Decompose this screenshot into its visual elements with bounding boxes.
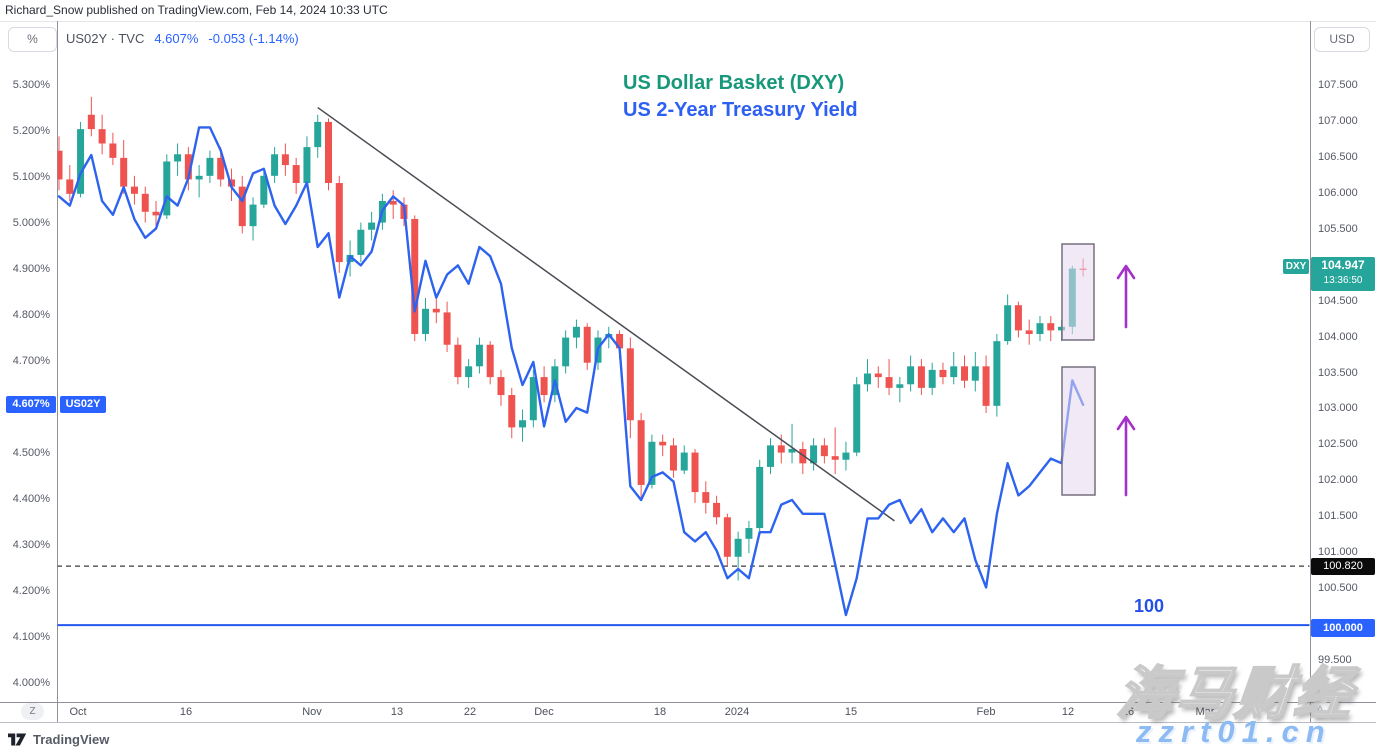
left-axis-tick: 5.200% — [12, 125, 50, 137]
symbol-exchange: TVC — [118, 31, 145, 46]
change-value: -0.053 (-1.14%) — [208, 31, 299, 46]
right-axis-tick: 107.500 — [1318, 79, 1358, 91]
us02y-series-tag: US02Y — [60, 396, 106, 413]
right-axis-tick: 106.000 — [1318, 186, 1358, 199]
time-axis-tick: 2024 — [724, 706, 750, 718]
symbol-legend[interactable]: US02Y · TVC 4.607% -0.053 (-1.14%) — [66, 31, 299, 46]
time-axis-tick: 16 — [179, 706, 193, 718]
right-axis-tick: 104.500 — [1318, 294, 1358, 307]
right-axis-tick: 104.000 — [1318, 330, 1358, 343]
dxy-last-price: 104.947 — [1321, 258, 1365, 272]
level-100-annotation: 100 — [1134, 596, 1165, 616]
left-axis-tick: 4.300% — [12, 539, 50, 551]
dxy-highlight-box[interactable] — [1061, 243, 1095, 341]
support-level-label: 100.820 — [1311, 558, 1375, 575]
up-arrow-yield[interactable] — [1116, 415, 1136, 497]
left-axis-tick: 4.100% — [12, 631, 50, 643]
level-100-label: 100.000 — [1311, 619, 1375, 637]
right-axis-tick: 100.500 — [1318, 582, 1358, 595]
symbol-name[interactable]: US02Y · TVC — [66, 31, 144, 46]
tradingview-brand-text: TradingView — [33, 732, 110, 747]
time-axis-tick: Dec — [534, 706, 554, 718]
right-axis-tick: 102.000 — [1318, 474, 1358, 487]
right-axis-tick: 101.000 — [1318, 546, 1358, 559]
time-axis-tick: 26 — [1121, 706, 1135, 718]
downtrend-line[interactable] — [317, 106, 895, 522]
symbol-ticker: US02Y — [66, 31, 107, 46]
time-axis-tick: Oct — [69, 706, 87, 718]
right-scale-unit-button[interactable]: USD — [1314, 27, 1370, 52]
left-axis-tick: 4.800% — [12, 309, 50, 321]
title-dxy: US Dollar Basket (DXY) — [623, 72, 845, 94]
dxy-candles — [57, 96, 1087, 581]
right-axis-tick: 103.500 — [1318, 366, 1358, 379]
right-axis-tick: 105.500 — [1318, 222, 1358, 235]
last-value: 4.607% — [154, 31, 199, 46]
time-axis-tick: 15 — [844, 706, 858, 718]
right-axis-tick: 101.500 — [1318, 510, 1358, 523]
title-us02y: US 2-Year Treasury Yield — [623, 99, 858, 121]
chart-titles: US Dollar Basket (DXY) US 2-Year Treasur… — [623, 70, 858, 124]
right-axis-tick: 107.000 — [1318, 114, 1358, 127]
left-scale-unit-button[interactable]: % — [8, 27, 57, 52]
time-axis-tick: 13 — [390, 706, 404, 718]
watermark-url: zzrt01.cn — [1136, 714, 1332, 749]
left-axis-tick: 4.900% — [12, 263, 50, 275]
timezone-button[interactable]: Z — [21, 703, 44, 720]
us02y-line[interactable] — [57, 126, 1085, 617]
up-arrow-dxy[interactable] — [1116, 264, 1136, 329]
left-axis-tick: 4.700% — [12, 355, 50, 367]
time-axis-tick: 22 — [463, 706, 477, 718]
symbol-separator: · — [110, 31, 115, 46]
left-axis-tick: 5.000% — [12, 217, 50, 229]
left-axis-tick: 4.500% — [12, 447, 50, 459]
time-axis-tick: 18 — [653, 706, 667, 718]
time-axis-tick: Nov — [302, 706, 322, 718]
right-axis-tick: 106.500 — [1318, 150, 1358, 163]
left-axis-tick: 5.100% — [12, 171, 50, 183]
symbol-values: 4.607% -0.053 (-1.14%) — [154, 31, 298, 46]
axis-frame — [0, 21, 1376, 723]
tradingview-logo-icon — [8, 733, 27, 746]
dxy-last-price-label: 104.947 13:36:50 — [1311, 257, 1375, 291]
left-axis-tick: 4.400% — [12, 493, 50, 505]
dxy-countdown: 13:36:50 — [1323, 275, 1363, 286]
left-axis-tick: 5.300% — [12, 79, 50, 91]
yield-highlight-box[interactable] — [1061, 366, 1096, 496]
left-axis-tick: 4.000% — [12, 677, 50, 689]
publish-info: Richard_Snow published on TradingView.co… — [5, 3, 388, 17]
time-axis-tick: Mar — [1195, 706, 1215, 718]
right-axis-tick: 103.000 — [1318, 402, 1358, 415]
right-axis-tick: 102.500 — [1318, 438, 1358, 451]
dxy-series-tag: DXY — [1283, 259, 1309, 274]
time-axis-tick: 12 — [1061, 706, 1075, 718]
left-axis-tick: 4.200% — [12, 585, 50, 597]
tradingview-footer: TradingView — [8, 732, 109, 747]
time-axis-tick: Feb — [976, 706, 996, 718]
right-axis-tick: 99.500 — [1318, 654, 1352, 666]
us02y-last-price-label: 4.607% — [6, 396, 56, 413]
auto-scale-button[interactable]: A — [1310, 700, 1330, 720]
